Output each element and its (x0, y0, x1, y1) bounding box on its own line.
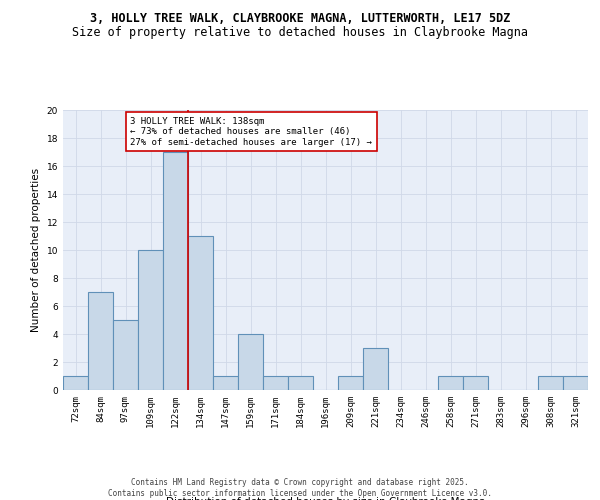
Bar (138, 250, 163, 390)
Bar (563, 376, 588, 390)
X-axis label: Distribution of detached houses by size in Claybrooke Magna: Distribution of detached houses by size … (166, 496, 485, 500)
Bar (363, 348, 388, 390)
Text: 3 HOLLY TREE WALK: 138sqm
← 73% of detached houses are smaller (46)
27% of semi-: 3 HOLLY TREE WALK: 138sqm ← 73% of detac… (131, 117, 373, 147)
Y-axis label: Number of detached properties: Number of detached properties (31, 168, 41, 332)
Bar (538, 376, 563, 390)
Bar (288, 376, 313, 390)
Bar (188, 236, 213, 390)
Text: Size of property relative to detached houses in Claybrooke Magna: Size of property relative to detached ho… (72, 26, 528, 39)
Bar (213, 376, 238, 390)
Bar (113, 320, 138, 390)
Bar (88, 292, 113, 390)
Text: 3, HOLLY TREE WALK, CLAYBROOKE MAGNA, LUTTERWORTH, LE17 5DZ: 3, HOLLY TREE WALK, CLAYBROOKE MAGNA, LU… (90, 12, 510, 26)
Bar (63, 376, 88, 390)
Text: Contains HM Land Registry data © Crown copyright and database right 2025.
Contai: Contains HM Land Registry data © Crown c… (108, 478, 492, 498)
Bar (438, 376, 463, 390)
Bar (238, 334, 263, 390)
Bar (163, 152, 188, 390)
Bar (463, 376, 488, 390)
Bar (263, 376, 288, 390)
Bar (338, 376, 363, 390)
